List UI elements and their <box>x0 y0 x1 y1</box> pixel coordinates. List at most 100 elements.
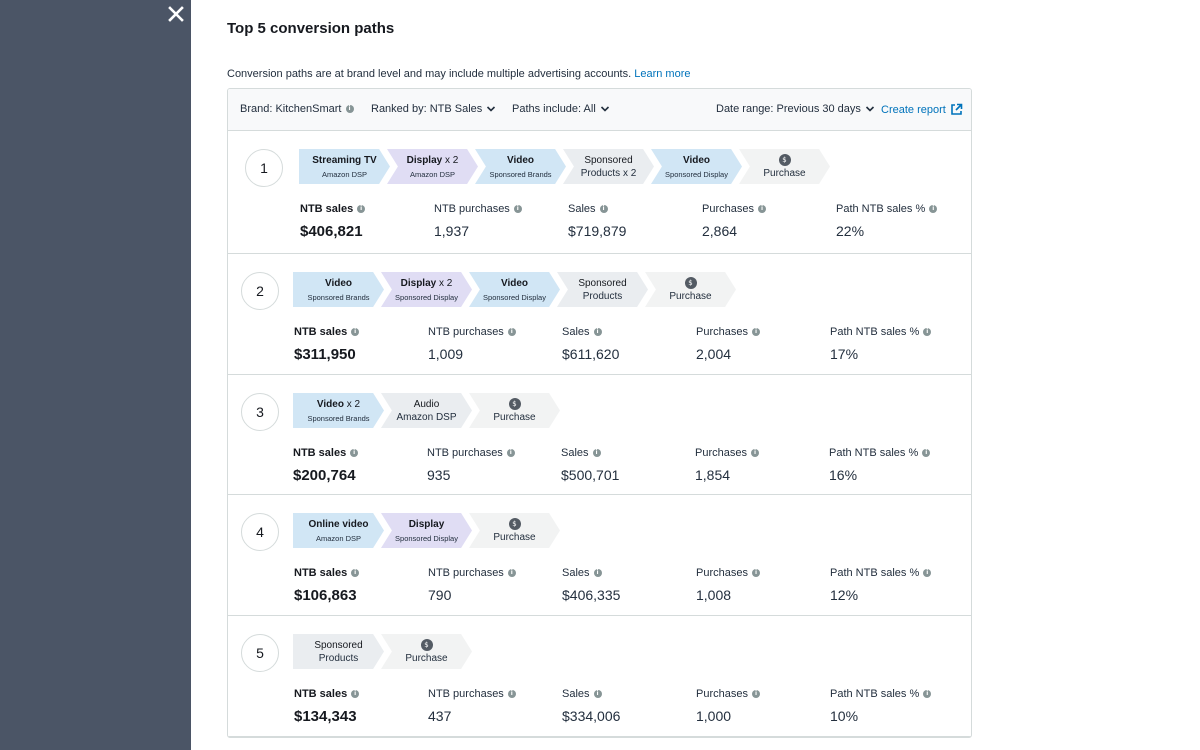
path-row-5: 5 Sponsored Products $ Purchase NTB sales i $13… <box>228 616 971 737</box>
info-icon[interactable]: i <box>751 690 760 698</box>
brand-filter[interactable]: Brand: KitchenSmart i <box>240 103 354 115</box>
metric-label-text: Path NTB sales % <box>830 567 920 579</box>
info-icon[interactable]: i <box>351 569 360 577</box>
metric-value: 2,004 <box>696 346 732 362</box>
metric-label: Sales i <box>562 688 620 700</box>
conversion-path: Video Sponsored Brands Display x 2 Sponsore… <box>293 272 736 307</box>
info-icon[interactable]: i <box>513 205 522 213</box>
metric-purchases: Purchases i 2,864 <box>702 203 766 239</box>
info-icon[interactable]: i <box>507 690 516 698</box>
step-name: Video <box>683 155 710 166</box>
date-range-label: Date range: Previous 30 days <box>716 103 861 115</box>
purchase-step: $ Purchase <box>381 634 472 669</box>
metric-sales: Sales i $500,701 <box>561 447 619 483</box>
step-channel: Display <box>400 277 437 289</box>
metric-ntb-sales: NTB sales i $106,863 <box>294 567 360 604</box>
metric-value: 10% <box>830 708 859 724</box>
metric-label-text: Path NTB sales % <box>830 326 920 338</box>
info-icon[interactable]: i <box>757 205 766 213</box>
info-icon[interactable]: i <box>351 690 360 698</box>
shopping-bag-icon: $ <box>420 639 433 651</box>
metric-label-text: Purchases <box>702 203 754 215</box>
step-multiplier: x 2 <box>343 398 361 410</box>
info-icon[interactable]: i <box>922 449 931 457</box>
step-name: Video <box>507 155 534 166</box>
info-icon[interactable]: i <box>599 205 608 213</box>
step-channel: Display <box>406 154 443 166</box>
step-source: Sponsored Display <box>483 292 546 302</box>
metric-label: NTB purchases i <box>428 567 516 579</box>
rank-badge: 3 <box>241 393 279 431</box>
info-icon[interactable]: i <box>592 449 601 457</box>
info-icon[interactable]: i <box>507 569 516 577</box>
close-icon[interactable] <box>166 4 186 24</box>
info-icon[interactable]: i <box>345 105 354 113</box>
info-icon[interactable]: i <box>923 328 932 336</box>
metric-ntb-purchases: NTB purchases i 1,009 <box>428 326 516 362</box>
subtitle-text: Conversion paths are at brand level and … <box>227 68 635 80</box>
step-channel: Video <box>682 154 711 166</box>
step-channel: Sponsored <box>314 639 363 651</box>
info-icon[interactable]: i <box>751 569 760 577</box>
metric-label: Path NTB sales % i <box>830 567 932 579</box>
path-step: Streaming TV Amazon DSP <box>299 149 390 184</box>
page-title: Top 5 conversion paths <box>227 20 395 37</box>
info-icon[interactable]: i <box>750 449 759 457</box>
brand-label: Brand: KitchenSmart <box>240 103 342 115</box>
paths-include-dropdown[interactable]: Paths include: All <box>512 103 610 115</box>
path-step: Display x 2 Sponsored Display <box>381 272 472 307</box>
metric-label-text: Purchases <box>695 447 747 459</box>
metric-label-text: NTB purchases <box>428 688 504 700</box>
metric-label-text: NTB sales <box>300 203 354 215</box>
metric-value: 935 <box>427 467 451 483</box>
info-icon[interactable]: i <box>923 690 932 698</box>
step-channel: Online video <box>308 518 369 530</box>
metric-value: $406,335 <box>562 587 621 603</box>
info-icon[interactable]: i <box>751 328 760 336</box>
purchase-label: Purchase <box>405 653 448 664</box>
metric-value: $334,006 <box>562 708 621 724</box>
metric-label: Purchases i <box>695 447 759 459</box>
rank-badge: 1 <box>245 149 283 187</box>
metric-value: 1,854 <box>695 467 731 483</box>
step-name: Sponsored <box>578 278 626 289</box>
info-icon[interactable]: i <box>593 328 602 336</box>
info-icon[interactable]: i <box>350 449 359 457</box>
metric-sales: Sales i $334,006 <box>562 688 620 724</box>
metric-value: $611,620 <box>562 346 620 362</box>
path-row-3: 3 Video x 2 Sponsored Brands Audio Amazon DS… <box>228 375 971 495</box>
metric-label-text: Sales <box>568 203 596 215</box>
metric-label: NTB purchases i <box>428 688 516 700</box>
step-name: Online video <box>308 519 368 530</box>
metric-sales: Sales i $611,620 <box>562 326 619 362</box>
shopping-bag-icon: $ <box>508 518 521 530</box>
purchase-label: Purchase <box>493 412 536 423</box>
metric-label: Sales i <box>561 447 619 459</box>
learn-more-link[interactable]: Learn more <box>634 68 691 80</box>
info-icon[interactable]: i <box>507 328 516 336</box>
ranked-by-dropdown[interactable]: Ranked by: NTB Sales <box>371 103 496 115</box>
step-name: Video <box>325 278 352 289</box>
date-range-dropdown[interactable]: Date range: Previous 30 days <box>716 103 875 115</box>
info-icon[interactable]: i <box>929 205 938 213</box>
info-icon[interactable]: i <box>506 449 515 457</box>
step-name: Display <box>409 519 445 530</box>
step-channel: Video <box>316 398 344 410</box>
path-step: Display Sponsored Display <box>381 513 472 548</box>
step-channel: Sponsored <box>584 154 633 166</box>
rank-badge: 5 <box>241 634 279 672</box>
info-icon[interactable]: i <box>351 328 360 336</box>
info-icon[interactable]: i <box>923 569 932 577</box>
metric-ntb-purchases: NTB purchases i 935 <box>427 447 515 483</box>
purchase-label: Purchase <box>763 168 806 179</box>
create-report-link[interactable]: Create report <box>881 103 963 116</box>
info-icon[interactable]: i <box>593 569 602 577</box>
purchase-step: $ Purchase <box>469 513 560 548</box>
metric-label-text: NTB sales <box>294 567 348 579</box>
info-icon[interactable]: i <box>593 690 602 698</box>
info-icon[interactable]: i <box>357 205 366 213</box>
metric-value: $500,701 <box>561 467 620 483</box>
metric-path-ntb-pct: Path NTB sales % i 16% <box>829 447 931 483</box>
metric-label-text: NTB sales <box>294 688 348 700</box>
external-link-icon <box>951 103 963 115</box>
